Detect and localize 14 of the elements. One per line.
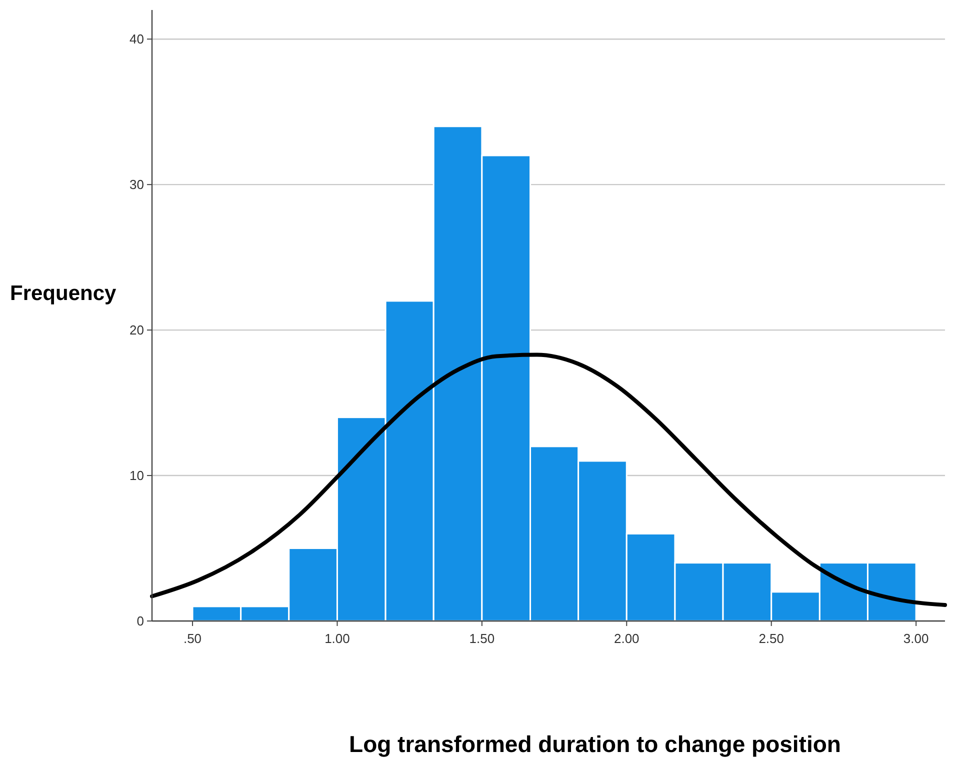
x-tick-label: 2.00 <box>614 631 640 646</box>
y-tick-label: 0 <box>136 614 144 629</box>
y-tick-label: 20 <box>130 322 144 338</box>
line-series <box>150 352 947 607</box>
x-tick-label: 1.50 <box>469 631 495 646</box>
x-axis-title: Log transformed duration to change position <box>349 731 841 757</box>
y-tick-label: 30 <box>130 177 144 192</box>
x-tick-label: .50 <box>183 631 202 646</box>
x-tick-label: 1.00 <box>324 631 350 646</box>
y-tick-label: 10 <box>130 468 144 484</box>
y-tick-label: 40 <box>130 32 144 47</box>
x-tick-label: 3.00 <box>903 631 929 646</box>
x-tick-label: 2.50 <box>758 631 784 646</box>
y-axis-title: Frequency <box>10 282 117 305</box>
